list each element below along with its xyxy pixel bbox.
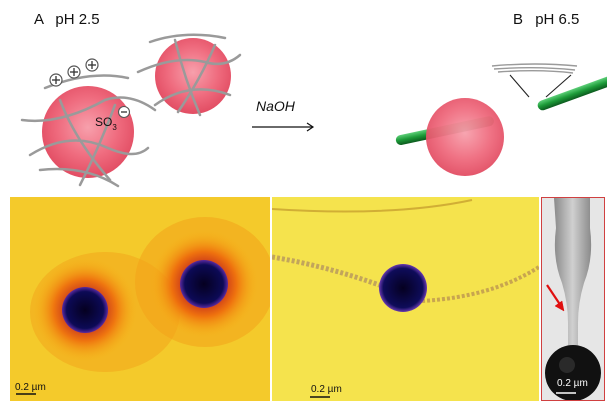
micrograph-1: 0.2 µm bbox=[10, 197, 270, 401]
fiber-right bbox=[421, 265, 539, 303]
panel-b-letter: B bbox=[513, 11, 524, 28]
particle-a1 bbox=[42, 86, 134, 178]
fiber-upper bbox=[272, 199, 473, 213]
micrograph-3-image bbox=[542, 198, 604, 400]
particle-1b bbox=[180, 260, 228, 308]
particle-b bbox=[426, 98, 504, 176]
fiber-body bbox=[554, 198, 592, 348]
micrograph-2: 0.2 µm bbox=[272, 197, 539, 401]
micrograph-1-image bbox=[10, 197, 270, 401]
red-arrow-icon bbox=[546, 284, 565, 312]
reagent-label: NaOH bbox=[256, 98, 296, 114]
particle-3 bbox=[545, 345, 601, 400]
fiber-bundle bbox=[491, 63, 578, 74]
scale-label-3: 0.2 µm bbox=[557, 378, 588, 389]
micrograph-2-image bbox=[272, 197, 539, 401]
schematic: SO3 NaOH bbox=[20, 33, 607, 188]
particle-2 bbox=[379, 264, 427, 312]
particle-a2 bbox=[155, 38, 231, 114]
micrograph-3: 0.2 µm bbox=[541, 197, 605, 401]
fibers-a1 bbox=[20, 74, 157, 188]
zoom-lines bbox=[509, 74, 572, 98]
reaction-arrow bbox=[252, 122, 315, 132]
particle-1a bbox=[62, 287, 108, 333]
rod-right bbox=[537, 69, 607, 111]
panel-b-ph: pH 6.5 bbox=[535, 11, 580, 28]
scale-label-2: 0.2 µm bbox=[311, 384, 342, 395]
panel-b-label: B pH 6.5 bbox=[513, 11, 579, 28]
scale-label-1: 0.2 µm bbox=[15, 382, 46, 393]
panel-a-label: A pH 2.5 bbox=[34, 11, 100, 28]
panel-a-ph: pH 2.5 bbox=[55, 11, 100, 28]
fiber-left bbox=[272, 254, 391, 292]
panel-a-letter: A bbox=[34, 11, 44, 28]
fibers-a2 bbox=[136, 33, 242, 117]
plus-icons bbox=[52, 61, 96, 84]
sulfonate-label: SO3 bbox=[95, 115, 117, 132]
